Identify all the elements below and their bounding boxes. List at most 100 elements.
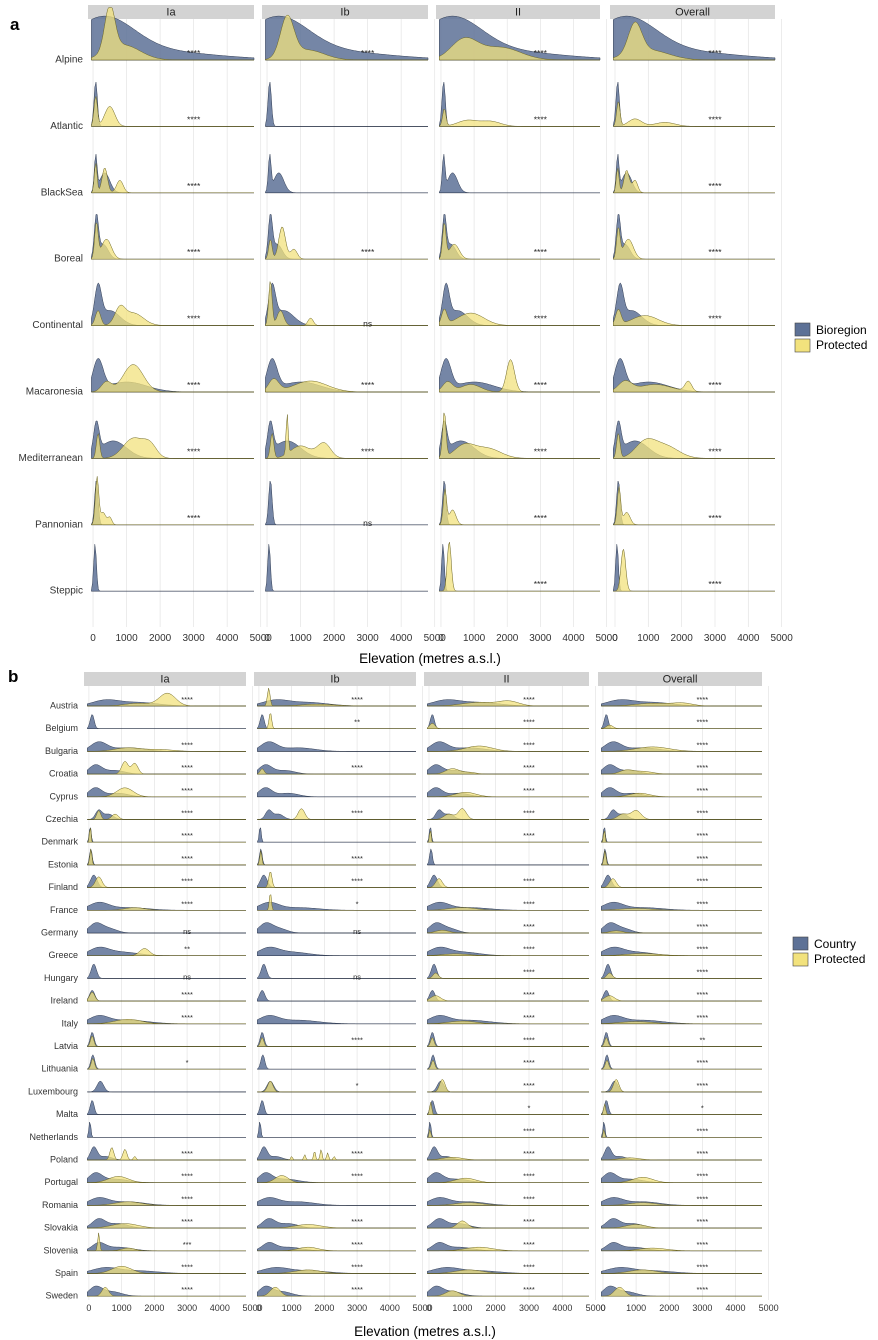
protected-density-b-5-2: [427, 808, 589, 820]
reference-density-a-2-1: [265, 154, 428, 194]
reference-density-b-18-0: [87, 1100, 246, 1115]
significance-label-b-19-2: ****: [523, 1126, 535, 1135]
significance-label-b-23-0: ****: [181, 1217, 193, 1226]
panel-a-legend-label-protected: Protected: [816, 338, 867, 352]
x-tick-label-b-3-3: 3000: [692, 1303, 712, 1313]
panel-b-legend-label-protected: Protected: [814, 952, 865, 966]
protected-density-a-3-3: [613, 227, 775, 260]
x-tick-label-b-2-3: 3000: [519, 1303, 539, 1313]
protected-density-b-24-3: [601, 1247, 762, 1252]
row-label-a-0: Alpine: [55, 55, 83, 66]
x-tick-label-b-0-4: 4000: [210, 1303, 230, 1313]
reference-density-b-3-0: [87, 764, 246, 775]
protected-density-b-14-2: [427, 1020, 589, 1025]
facet-strip-a-0: [88, 5, 254, 19]
reference-density-a-7-1: [265, 480, 428, 526]
significance-label-b-12-0: ns: [183, 972, 191, 981]
protected-density-b-0-3: [601, 702, 762, 707]
protected-density-a-4-0: [91, 304, 254, 326]
protected-density-b-5-3: [601, 810, 762, 820]
protected-density-b-22-0: [87, 1201, 246, 1206]
protected-density-b-15-3: [601, 1037, 762, 1047]
reference-density-b-17-2: [427, 1080, 589, 1093]
significance-label-b-16-3: ****: [697, 1058, 709, 1067]
protected-density-b-14-0: [87, 1019, 246, 1025]
protected-density-b-23-2: [427, 1220, 589, 1229]
reference-density-b-12-1: [257, 963, 416, 979]
significance-label-a-0-2: ****: [534, 48, 548, 58]
significance-label-b-13-2: ****: [523, 990, 535, 999]
protected-density-b-22-2: [427, 1202, 589, 1206]
significance-label-b-3-0: ****: [181, 763, 193, 772]
significance-label-b-5-2: ****: [523, 809, 535, 818]
significance-label-b-24-2: ****: [523, 1240, 535, 1249]
significance-label-b-6-2: ****: [523, 831, 535, 840]
reference-density-b-2-3: [601, 741, 762, 752]
significance-label-b-5-1: ****: [351, 809, 363, 818]
protected-density-b-3-2: [427, 768, 589, 775]
reference-density-b-15-3: [601, 1032, 762, 1047]
significance-label-b-2-3: ****: [697, 740, 709, 749]
significance-label-b-20-3: ****: [697, 1149, 709, 1158]
significance-label-b-19-3: ****: [697, 1126, 709, 1135]
x-tick-label-a-1-3: 3000: [357, 633, 380, 644]
protected-density-a-6-2: [439, 412, 600, 459]
row-label-b-21: Portugal: [44, 1177, 78, 1187]
row-label-a-7: Pannonian: [35, 519, 83, 530]
reference-density-b-17-1: [257, 1080, 416, 1093]
row-label-b-24: Slovenia: [43, 1245, 78, 1255]
significance-label-a-7-2: ****: [534, 513, 548, 523]
significance-label-b-14-3: ****: [697, 1013, 709, 1022]
reference-density-a-3-0: [91, 214, 254, 260]
significance-label-b-0-2: ****: [523, 695, 535, 704]
protected-density-b-8-0: [87, 876, 246, 888]
row-label-b-10: Germany: [41, 928, 79, 938]
protected-density-b-18-3: [600, 1103, 762, 1115]
significance-label-a-6-2: ****: [534, 446, 548, 456]
significance-label-b-6-0: ****: [181, 831, 193, 840]
significance-label-b-13-3: ****: [697, 990, 709, 999]
panel-b-legend-key-protected: [792, 952, 809, 967]
significance-label-b-4-0: ****: [181, 786, 193, 795]
protected-density-b-23-1: [257, 1224, 416, 1229]
row-label-b-0: Austria: [50, 701, 78, 711]
protected-density-b-25-2: [427, 1269, 589, 1274]
row-label-b-13: Ireland: [50, 996, 78, 1006]
protected-density-b-9-3: [601, 908, 762, 911]
x-tick-label-b-1-1: 1000: [282, 1303, 302, 1313]
row-label-b-26: Sweden: [45, 1291, 78, 1301]
x-tick-label-b-0-1: 1000: [112, 1303, 132, 1313]
panel-b-legend-label-reference: Country: [814, 937, 856, 951]
row-label-b-2: Bulgaria: [45, 746, 78, 756]
x-tick-label-a-2-3: 3000: [529, 633, 552, 644]
row-label-b-5: Czechia: [45, 814, 78, 824]
protected-density-b-24-0: [87, 1232, 246, 1252]
protected-density-a-7-3: [613, 486, 775, 526]
reference-density-b-4-1: [257, 787, 416, 798]
significance-label-b-5-0: ****: [181, 809, 193, 818]
significance-label-b-21-2: ****: [523, 1172, 535, 1181]
significance-label-b-16-2: ****: [523, 1058, 535, 1067]
significance-label-a-5-0: ****: [187, 380, 201, 390]
significance-label-b-7-1: ****: [351, 854, 363, 863]
protected-density-b-26-3: [601, 1286, 762, 1297]
x-tick-label-a-1-0: 0: [264, 633, 270, 644]
protected-density-a-3-0: [91, 222, 254, 260]
significance-label-b-20-2: ****: [523, 1149, 535, 1158]
reference-density-a-7-3: [613, 480, 775, 526]
x-tick-label-b-0-0: 0: [86, 1303, 91, 1313]
reference-density-b-19-3: [601, 1122, 762, 1138]
x-tick-label-b-3-2: 2000: [659, 1303, 679, 1313]
significance-label-b-12-1: ns: [353, 972, 361, 981]
row-label-b-1: Belgium: [45, 723, 78, 733]
protected-density-b-26-2: [427, 1290, 589, 1297]
protected-density-b-10-2: [427, 930, 589, 934]
protected-density-a-6-3: [613, 432, 775, 459]
significance-label-b-14-2: ****: [523, 1013, 535, 1022]
row-label-a-4: Continental: [32, 320, 83, 331]
protected-density-a-4-2: [439, 308, 600, 326]
protected-density-b-4-0: [87, 787, 246, 798]
reference-density-a-8-0: [91, 544, 254, 592]
significance-label-b-0-3: ****: [697, 695, 709, 704]
panel-a-legend-label-reference: Bioregion: [816, 323, 867, 337]
